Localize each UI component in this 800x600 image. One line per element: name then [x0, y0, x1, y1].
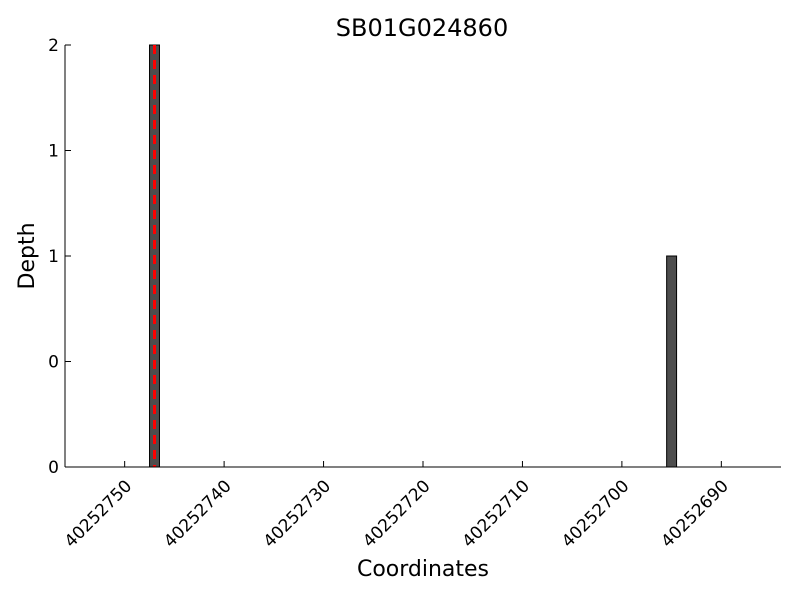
x-tick-label: 40252750 [61, 476, 136, 551]
bars-layer [149, 44, 678, 468]
x-axis-label: Coordinates [357, 557, 489, 582]
chart-title: SB01G024860 [336, 14, 508, 42]
x-tick-label: 40252730 [260, 476, 335, 551]
y-tick-label: 0 [48, 458, 59, 478]
y-tick-label: 1 [48, 142, 59, 162]
x-tick-label: 40252720 [359, 476, 434, 551]
x-tick-label: 40252740 [160, 476, 235, 551]
depth-bar [666, 255, 678, 468]
x-tick-label: 40252690 [658, 476, 733, 551]
y-tick-label: 0 [48, 353, 59, 373]
x-tick-label: 40252710 [459, 476, 534, 551]
y-axis-label: Depth [15, 222, 40, 289]
y-tick-label: 2 [48, 36, 59, 56]
x-tick-label: 40252700 [558, 476, 633, 551]
y-tick-label: 1 [48, 247, 59, 267]
